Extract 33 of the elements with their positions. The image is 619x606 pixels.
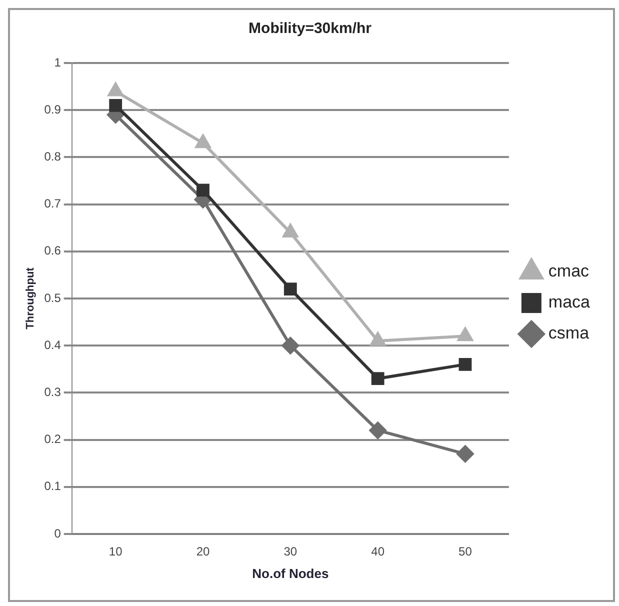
y-tick-label: 0.6 [44, 244, 62, 258]
x-axis-title: No.of Nodes [252, 566, 329, 581]
y-tick-label: 0 [54, 526, 62, 540]
y-tick-label: 0.1 [44, 479, 62, 494]
x-tick-label: 20 [196, 544, 210, 559]
point [284, 282, 297, 296]
point [369, 422, 386, 439]
point [456, 445, 474, 462]
legend-label: cmac [548, 262, 590, 281]
y-tick-label: 1 [54, 55, 62, 70]
x-tick-label: 30 [284, 544, 298, 559]
y-tick-label: 0.5 [44, 290, 62, 305]
y-axis-title: Throughput [24, 267, 37, 330]
y-tick-label: 0.2 [44, 432, 62, 446]
point [282, 224, 298, 238]
y-tick-label: 0.9 [44, 102, 62, 116]
x-tick-label: 50 [458, 544, 472, 559]
y-tick-label: 0.3 [44, 385, 62, 400]
y-tick-label: 0.7 [44, 196, 62, 211]
chart-title: Mobility=30km/hr [248, 20, 372, 38]
x-tick-label: 10 [108, 544, 123, 559]
point [371, 372, 384, 386]
point [109, 98, 122, 112]
y-tick-label: 0.8 [44, 150, 62, 164]
point [195, 134, 211, 148]
y-tick-label: 0.4 [44, 338, 62, 352]
x-tick-label: 40 [371, 544, 385, 559]
legend-label: maca [548, 292, 591, 312]
legend-label: csma [548, 324, 590, 343]
point [196, 184, 210, 197]
point [282, 337, 299, 354]
point [108, 82, 124, 96]
point [458, 358, 472, 371]
